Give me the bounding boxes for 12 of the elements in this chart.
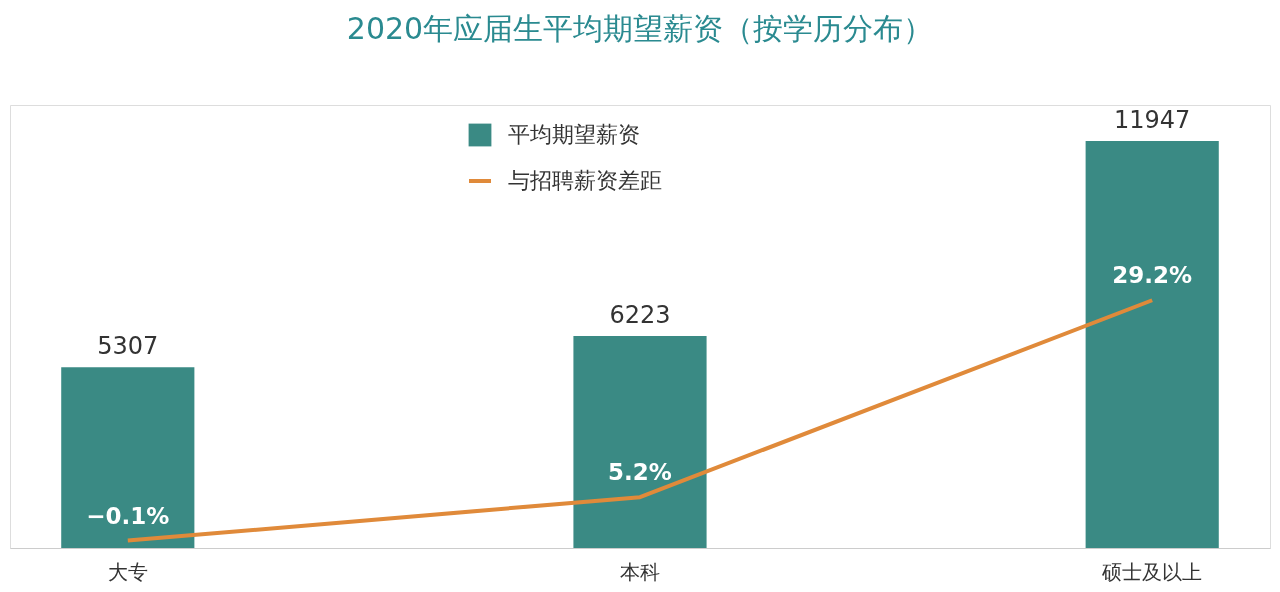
data-label: 5.2% xyxy=(608,459,672,486)
chart-title: 2020年应届生平均期望薪资（按学历分布） xyxy=(346,11,934,46)
data-label: 5307 xyxy=(97,332,159,361)
legend-label: 与招聘薪资差距 xyxy=(508,168,662,193)
x-tick-label: 大专 xyxy=(107,559,148,584)
data-label: 6223 xyxy=(609,300,671,329)
data-label: 29.2% xyxy=(1112,262,1193,289)
x-tick-label: 本科 xyxy=(620,559,660,584)
data-label: −0.1% xyxy=(86,502,170,529)
x-tick-label: 硕士及以上 xyxy=(1101,559,1203,584)
data-label: 11947 xyxy=(1114,105,1191,134)
legend-label: 平均期望薪资 xyxy=(508,122,640,147)
